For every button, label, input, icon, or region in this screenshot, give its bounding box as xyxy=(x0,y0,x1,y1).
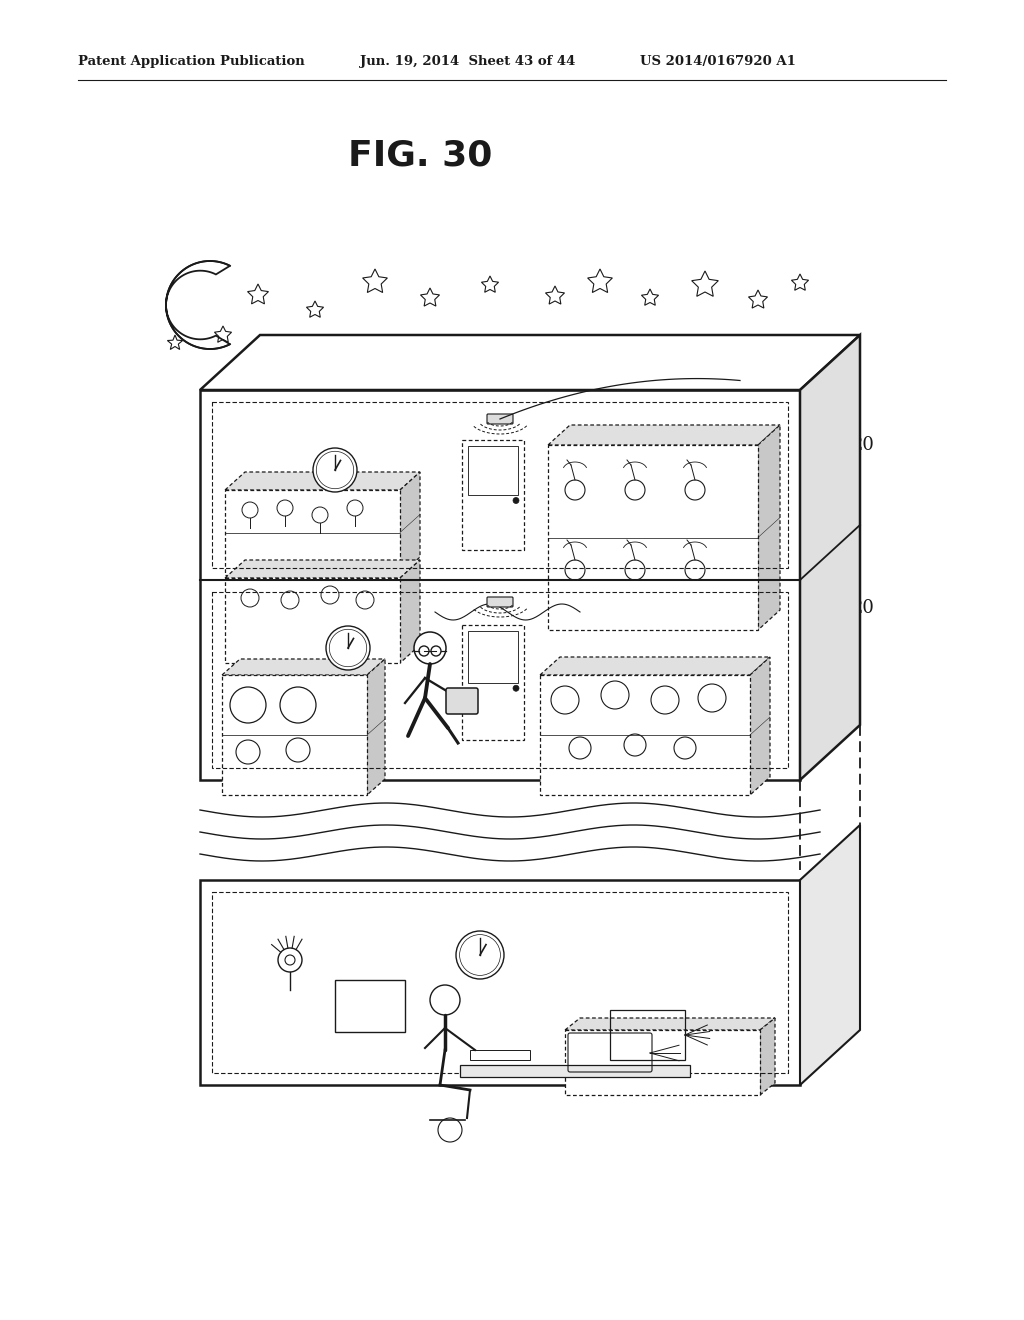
Bar xyxy=(200,880,800,1085)
Bar xyxy=(565,1030,760,1096)
Bar xyxy=(460,1065,690,1077)
Polygon shape xyxy=(400,560,420,663)
Polygon shape xyxy=(200,335,860,389)
Bar xyxy=(212,591,788,768)
Polygon shape xyxy=(540,657,770,675)
Circle shape xyxy=(430,985,460,1015)
FancyBboxPatch shape xyxy=(487,597,513,607)
Bar xyxy=(335,979,406,1032)
Text: Jun. 19, 2014  Sheet 43 of 44: Jun. 19, 2014 Sheet 43 of 44 xyxy=(360,55,575,69)
Circle shape xyxy=(456,931,504,979)
Polygon shape xyxy=(565,1018,775,1030)
Polygon shape xyxy=(225,560,420,578)
Bar xyxy=(548,445,758,630)
Bar xyxy=(225,490,400,576)
Polygon shape xyxy=(400,473,420,576)
Circle shape xyxy=(313,447,357,492)
Circle shape xyxy=(326,626,370,671)
Text: 20: 20 xyxy=(852,436,874,454)
Polygon shape xyxy=(367,659,385,795)
Polygon shape xyxy=(166,261,230,348)
Bar xyxy=(225,578,400,663)
Text: 20: 20 xyxy=(852,599,874,616)
Bar xyxy=(462,440,524,550)
Bar xyxy=(540,675,750,795)
Bar xyxy=(470,1049,530,1060)
Bar xyxy=(468,631,518,682)
Bar xyxy=(200,389,800,780)
Polygon shape xyxy=(760,1018,775,1096)
Bar xyxy=(462,624,524,741)
Polygon shape xyxy=(548,425,780,445)
Polygon shape xyxy=(758,425,780,630)
Bar xyxy=(468,446,518,495)
Polygon shape xyxy=(750,657,770,795)
Circle shape xyxy=(414,632,446,664)
Circle shape xyxy=(513,685,519,692)
Polygon shape xyxy=(800,335,860,780)
Text: US 2014/0167920 A1: US 2014/0167920 A1 xyxy=(640,55,796,69)
FancyBboxPatch shape xyxy=(487,414,513,424)
Bar xyxy=(212,892,788,1073)
Polygon shape xyxy=(800,825,860,1085)
Bar xyxy=(212,403,788,568)
Text: Patent Application Publication: Patent Application Publication xyxy=(78,55,305,69)
Circle shape xyxy=(513,498,519,503)
Text: FIG. 30: FIG. 30 xyxy=(348,139,493,172)
Polygon shape xyxy=(225,473,420,490)
Bar xyxy=(610,1010,685,1060)
Circle shape xyxy=(278,948,302,972)
Bar xyxy=(222,675,367,795)
Polygon shape xyxy=(222,659,385,675)
FancyBboxPatch shape xyxy=(446,688,478,714)
